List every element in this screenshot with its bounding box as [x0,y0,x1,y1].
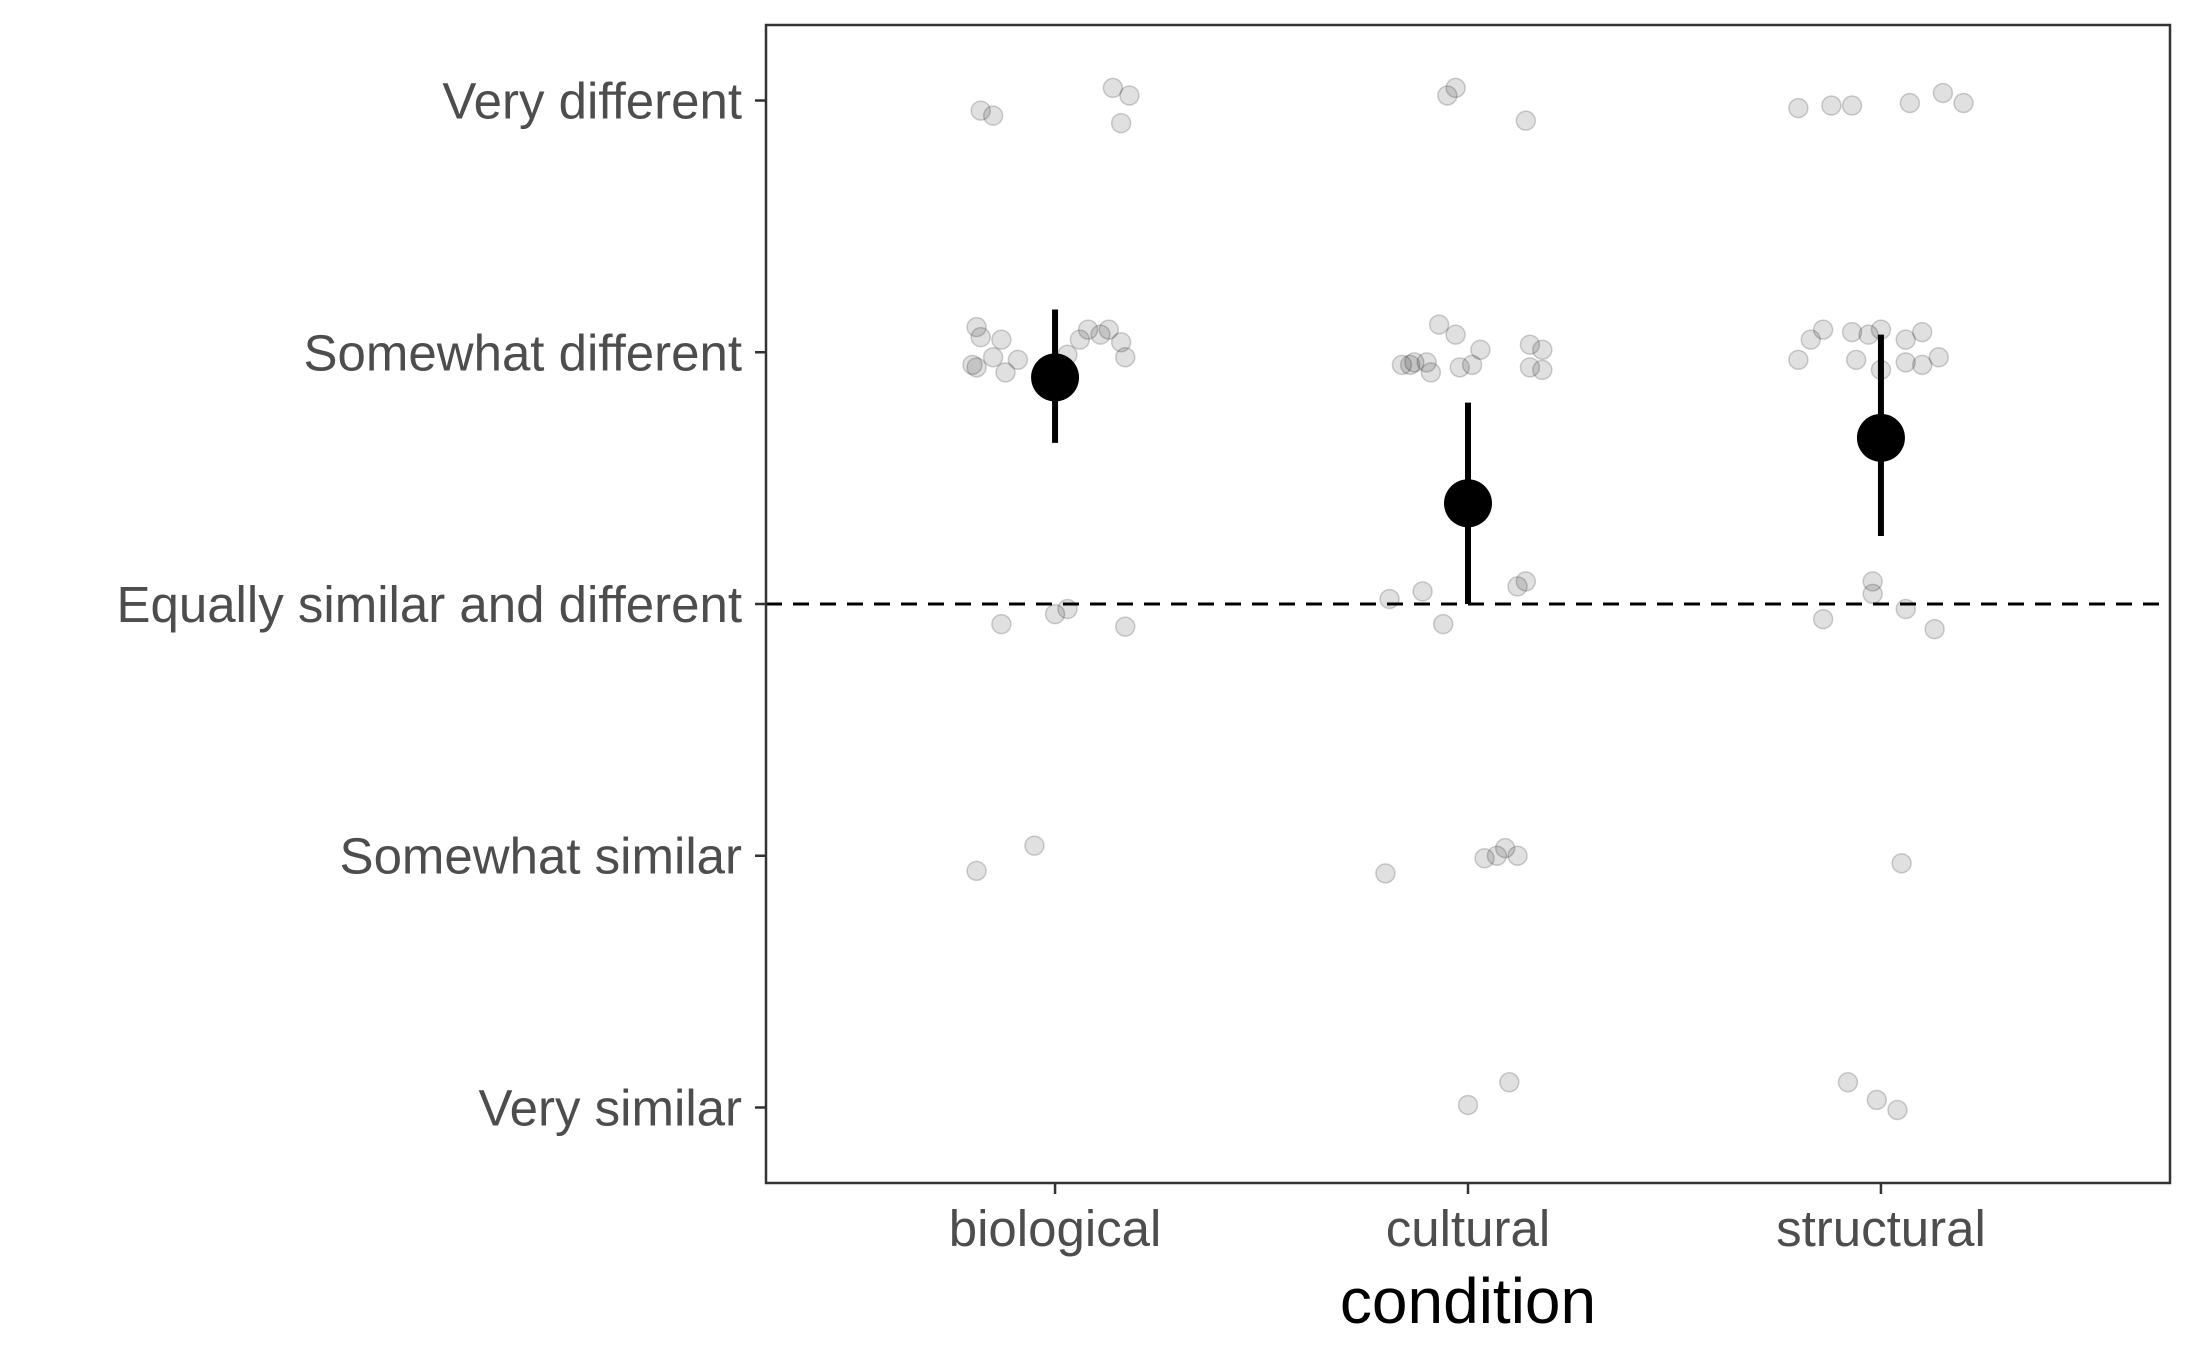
data-point [1519,334,1541,355]
data-point [1119,85,1140,106]
data-point [1519,357,1541,378]
data-point [1044,603,1066,625]
data-point [1895,329,1916,350]
y-tick-label: Somewhat similar [340,828,742,885]
data-point [1515,110,1537,131]
data-point [1115,347,1136,368]
data-point [1375,863,1396,884]
data-point [1862,583,1883,605]
data-point [1461,354,1483,376]
x-axis: biological cultural structural [949,1183,1986,1257]
data-point [966,316,987,338]
data-point [1891,853,1912,874]
data-point [1007,349,1029,371]
data-point [1953,92,1974,114]
data-point [1507,576,1528,597]
x-tick-label: structural [1776,1200,1986,1257]
data-point [1399,354,1421,376]
data-point [1532,339,1553,360]
mean-point [1856,413,1905,462]
x-tick-label: cultural [1386,1200,1550,1257]
data-point [1841,321,1863,343]
points-layer [962,77,1974,1121]
data-point [991,329,1012,350]
data-point [966,357,987,378]
data-point [1899,92,1921,114]
y-tick-label: Somewhat different [304,324,742,381]
data-point [1788,349,1809,371]
data-point [1845,349,1867,371]
data-point [1470,339,1491,360]
data-point [1515,571,1537,592]
y-axis: Very similar Somewhat similar Equally simi… [116,73,766,1136]
data-point [1862,571,1883,592]
data-point [962,354,983,376]
data-point [1812,608,1834,630]
data-point [1432,613,1454,635]
data-point [982,105,1004,126]
data-point [1110,331,1132,353]
data-point [1110,112,1132,134]
data-point [1499,1072,1520,1093]
data-point [1057,598,1078,620]
data-point [1532,359,1553,381]
data-point [1115,616,1136,637]
data-point [970,100,991,121]
data-point [1821,95,1842,116]
data-point [1924,618,1945,640]
data-point [1077,319,1099,340]
data-point [1024,835,1045,856]
data-point [995,362,1016,383]
data-point [970,326,991,348]
data-point [1420,362,1442,383]
y-tick-label: Equally similar and different [116,576,742,633]
data-point [1486,845,1508,866]
data-point [1895,598,1916,620]
data-point [1445,324,1466,345]
data-point [982,347,1004,368]
data-point [1812,319,1834,340]
data-point [1437,85,1458,106]
data-point [1494,837,1516,859]
summary-layer [1031,309,1905,604]
data-point [1507,845,1528,866]
data-point [1412,581,1433,602]
data-point [1841,95,1863,116]
data-point [1102,77,1124,99]
data-point [1800,329,1821,350]
data-point [1404,352,1425,373]
data-point [1928,347,1950,368]
y-tick-label: Very different [442,73,742,130]
data-point [1474,848,1495,869]
data-point [1457,1094,1479,1116]
data-point [1932,82,1954,104]
x-tick-label: biological [949,1200,1162,1257]
data-point [1445,77,1466,99]
data-point [966,860,987,882]
data-point [1837,1072,1859,1093]
mean-point [1444,479,1492,528]
data-point [1911,321,1933,343]
data-point [1391,354,1413,376]
data-point [1416,352,1437,373]
data-point [1895,352,1916,373]
data-point [1379,588,1400,610]
data-point [1788,97,1809,119]
x-axis-title: condition [1340,1265,1596,1337]
data-point [1090,324,1111,345]
data-point [991,613,1012,635]
data-point [1069,329,1091,350]
data-point [1866,1089,1888,1111]
data-point [1428,314,1450,335]
mean-point [1031,353,1080,402]
data-point [1887,1099,1908,1121]
data-point [1098,319,1119,340]
data-point [1911,354,1933,376]
y-tick-label: Very similar [478,1079,742,1136]
data-point [1449,357,1470,378]
